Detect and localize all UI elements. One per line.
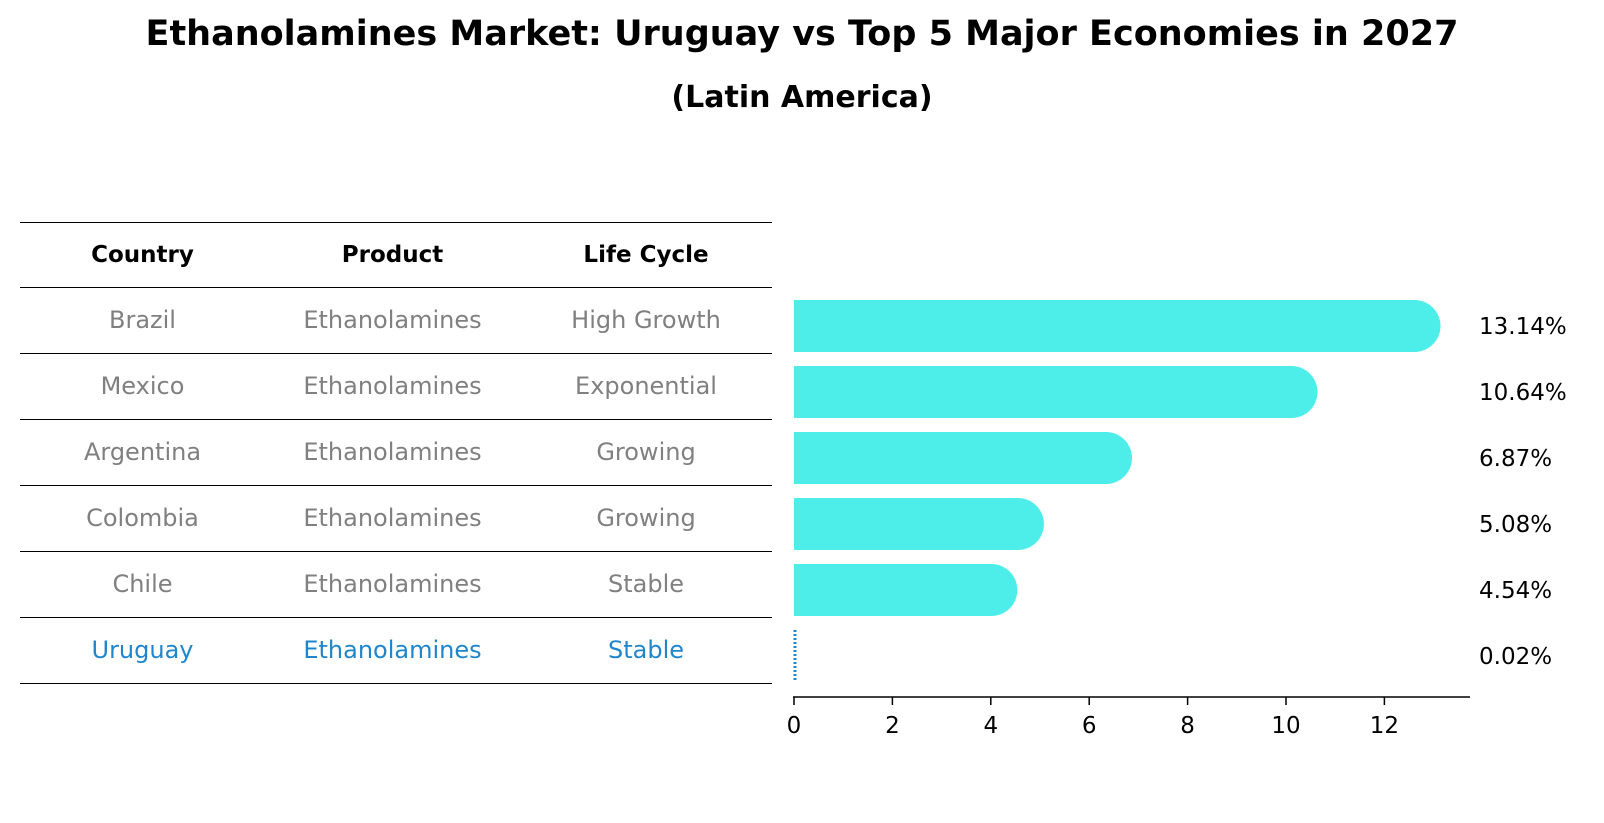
table-cell: Growing xyxy=(596,438,696,466)
chart-title: Ethanolamines Market: Uruguay vs Top 5 M… xyxy=(145,14,1459,54)
bar xyxy=(794,432,1133,484)
table-cell: Stable xyxy=(607,570,685,598)
table-cell: Ethanolamines xyxy=(303,570,482,598)
table-header-cell: Life Cycle xyxy=(583,242,709,268)
table-cell: Ethanolamines xyxy=(303,372,482,400)
data-label: 10.64% xyxy=(1479,380,1567,406)
table-cell: Ethanolamines xyxy=(303,438,482,466)
x-tick-label: 6 xyxy=(1082,713,1097,739)
table-cell: Chile xyxy=(112,570,173,598)
table-cell: Uruguay xyxy=(91,636,194,664)
table-cell: Mexico xyxy=(100,372,185,400)
table-cell: Stable xyxy=(607,636,685,664)
chart-subtitle: (Latin America) xyxy=(671,80,933,115)
data-label: 13.14% xyxy=(1479,314,1567,340)
data-label: 4.54% xyxy=(1479,578,1552,604)
table-cell: High Growth xyxy=(571,306,721,334)
table-rule xyxy=(20,617,772,618)
table-rule xyxy=(20,222,772,223)
table-cell: Ethanolamines xyxy=(303,504,482,532)
x-tick-label: 4 xyxy=(983,713,998,739)
bar xyxy=(794,366,1318,418)
x-tick-label: 8 xyxy=(1180,713,1195,739)
table-cell: Colombia xyxy=(86,504,199,532)
data-label: 6.87% xyxy=(1479,446,1552,472)
table-rule xyxy=(20,551,772,552)
table-rule xyxy=(20,419,772,420)
x-tick-label: 12 xyxy=(1370,713,1399,739)
data-label: 0.02% xyxy=(1479,644,1552,670)
table-cell: Argentina xyxy=(83,438,202,466)
table-cell: Ethanolamines xyxy=(303,636,482,664)
table-cell: Exponential xyxy=(575,372,717,400)
table-cell: Ethanolamines xyxy=(303,306,482,334)
table-cell: Growing xyxy=(596,504,696,532)
bar xyxy=(794,498,1044,550)
table-header-cell: Country xyxy=(91,242,194,268)
table-header-cell: Product xyxy=(341,242,444,268)
bar xyxy=(794,564,1018,616)
bar xyxy=(794,300,1441,352)
table-rule xyxy=(20,287,772,288)
table-cell: Brazil xyxy=(109,306,176,334)
table-rule xyxy=(20,683,772,684)
data-label: 5.08% xyxy=(1479,512,1552,538)
x-tick-label: 10 xyxy=(1271,713,1300,739)
table-rule xyxy=(20,353,772,354)
x-tick-label: 0 xyxy=(787,713,802,739)
x-tick-label: 2 xyxy=(885,713,900,739)
table-rule xyxy=(20,485,772,486)
